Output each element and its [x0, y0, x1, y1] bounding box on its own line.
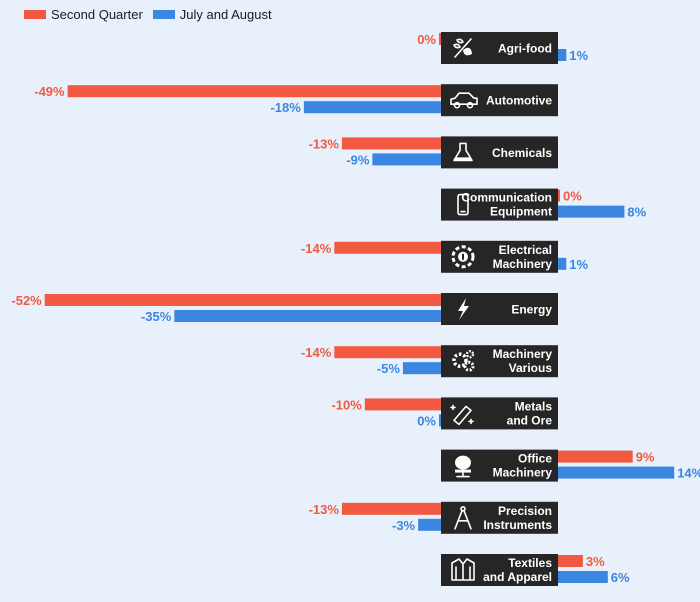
bar-second-quarter — [341, 137, 441, 150]
category-group: -49% -18% Automotive — [34, 84, 558, 117]
legend-swatch-second-quarter — [24, 9, 46, 19]
value-label-second-quarter: -10% — [331, 397, 362, 412]
bar-july-august — [558, 571, 608, 583]
value-label-second-quarter: 9% — [636, 450, 655, 465]
category-label: Equipment — [490, 205, 552, 219]
bar-second-quarter — [558, 189, 560, 202]
bar-second-quarter — [341, 502, 441, 515]
bar-second-quarter — [439, 33, 441, 45]
bar-second-quarter — [334, 346, 441, 359]
category-label: Machinery — [493, 466, 553, 480]
category-label: Communication — [461, 191, 552, 205]
compass-icon — [454, 505, 472, 530]
legend-item-july-august: July and August — [152, 6, 272, 22]
wheat-leaf-icon — [453, 38, 472, 58]
category-label: Machinery — [493, 347, 553, 361]
bar-july-august — [558, 49, 567, 61]
category-group: -52% -35% Energy — [11, 293, 558, 325]
category-label: Precision — [498, 504, 552, 518]
value-label-second-quarter: -14% — [301, 241, 332, 256]
value-label-second-quarter: 0% — [563, 189, 582, 204]
category-box — [441, 501, 558, 534]
category-label: Various — [509, 361, 553, 375]
chair-icon — [455, 455, 471, 478]
category-label: and Apparel — [483, 570, 552, 584]
bar-second-quarter — [364, 398, 441, 411]
category-box — [441, 84, 558, 117]
car-icon — [450, 92, 478, 109]
value-label-july-august: -18% — [270, 100, 301, 115]
value-label-second-quarter: -49% — [34, 84, 65, 99]
bar-july-august — [558, 466, 675, 479]
legend-item-second-quarter: Second Quarter — [24, 7, 143, 22]
category-label: Chemicals — [492, 146, 552, 160]
legend-label-july-august: July and August — [179, 6, 272, 22]
value-label-second-quarter: -13% — [309, 502, 340, 517]
value-label-second-quarter: -52% — [11, 293, 42, 308]
category-label: Instruments — [483, 518, 552, 532]
value-label-july-august: 6% — [611, 570, 630, 585]
category-group: 0% 1% Agri-food — [417, 32, 589, 64]
bar-july-august — [439, 414, 441, 427]
category-box — [441, 32, 558, 64]
category-label: and Ore — [507, 413, 553, 427]
value-label-july-august: -3% — [392, 518, 416, 533]
plug-icon — [451, 245, 475, 269]
category-label: Agri-food — [498, 42, 552, 56]
value-label-july-august: -5% — [377, 361, 401, 376]
legend: Second Quarter July and August — [24, 5, 272, 23]
gears-icon — [452, 350, 475, 372]
category-group: -13% -9% Chemicals — [309, 136, 558, 169]
bar-second-quarter — [67, 85, 442, 98]
legend-swatch-july-august — [152, 9, 175, 19]
value-label-july-august: 0% — [417, 413, 436, 428]
value-label-july-august: -9% — [346, 152, 370, 167]
value-label-second-quarter: -13% — [309, 136, 340, 151]
value-label-july-august: 1% — [569, 48, 588, 63]
value-label-second-quarter: -14% — [301, 345, 332, 360]
bar-july-august — [558, 257, 567, 270]
bar-july-august — [174, 310, 442, 322]
bar-second-quarter — [558, 450, 633, 463]
bar-july-august — [372, 153, 441, 166]
flask-icon — [453, 142, 473, 162]
bar-july-august — [303, 101, 441, 114]
category-label: Electrical — [499, 243, 552, 257]
jacket-icon — [451, 558, 475, 581]
bar-second-quarter — [558, 555, 583, 567]
category-label: Office — [518, 452, 552, 466]
bar-july-august — [402, 362, 441, 375]
bar-july-august — [558, 205, 625, 218]
category-label: Energy — [511, 303, 552, 317]
value-label-july-august: 14% — [677, 466, 700, 481]
category-label: Metals — [515, 399, 553, 413]
value-label-july-august: 1% — [569, 257, 588, 272]
bar-second-quarter — [334, 241, 441, 254]
value-label-july-august: -35% — [141, 309, 172, 324]
ingot-icon — [450, 404, 474, 426]
value-label-second-quarter: 0% — [417, 32, 436, 47]
category-box — [441, 136, 558, 169]
category-label: Machinery — [493, 257, 553, 271]
bar-second-quarter — [44, 294, 441, 306]
lightning-icon — [458, 298, 469, 320]
legend-label-second-quarter: Second Quarter — [51, 6, 143, 22]
category-label: Textiles — [508, 556, 552, 570]
value-label-july-august: 8% — [627, 205, 646, 220]
value-label-second-quarter: 3% — [586, 554, 605, 569]
category-label: Automotive — [486, 94, 552, 108]
bar-july-august — [418, 518, 441, 531]
category-box — [441, 345, 558, 378]
phone-icon — [457, 193, 469, 216]
